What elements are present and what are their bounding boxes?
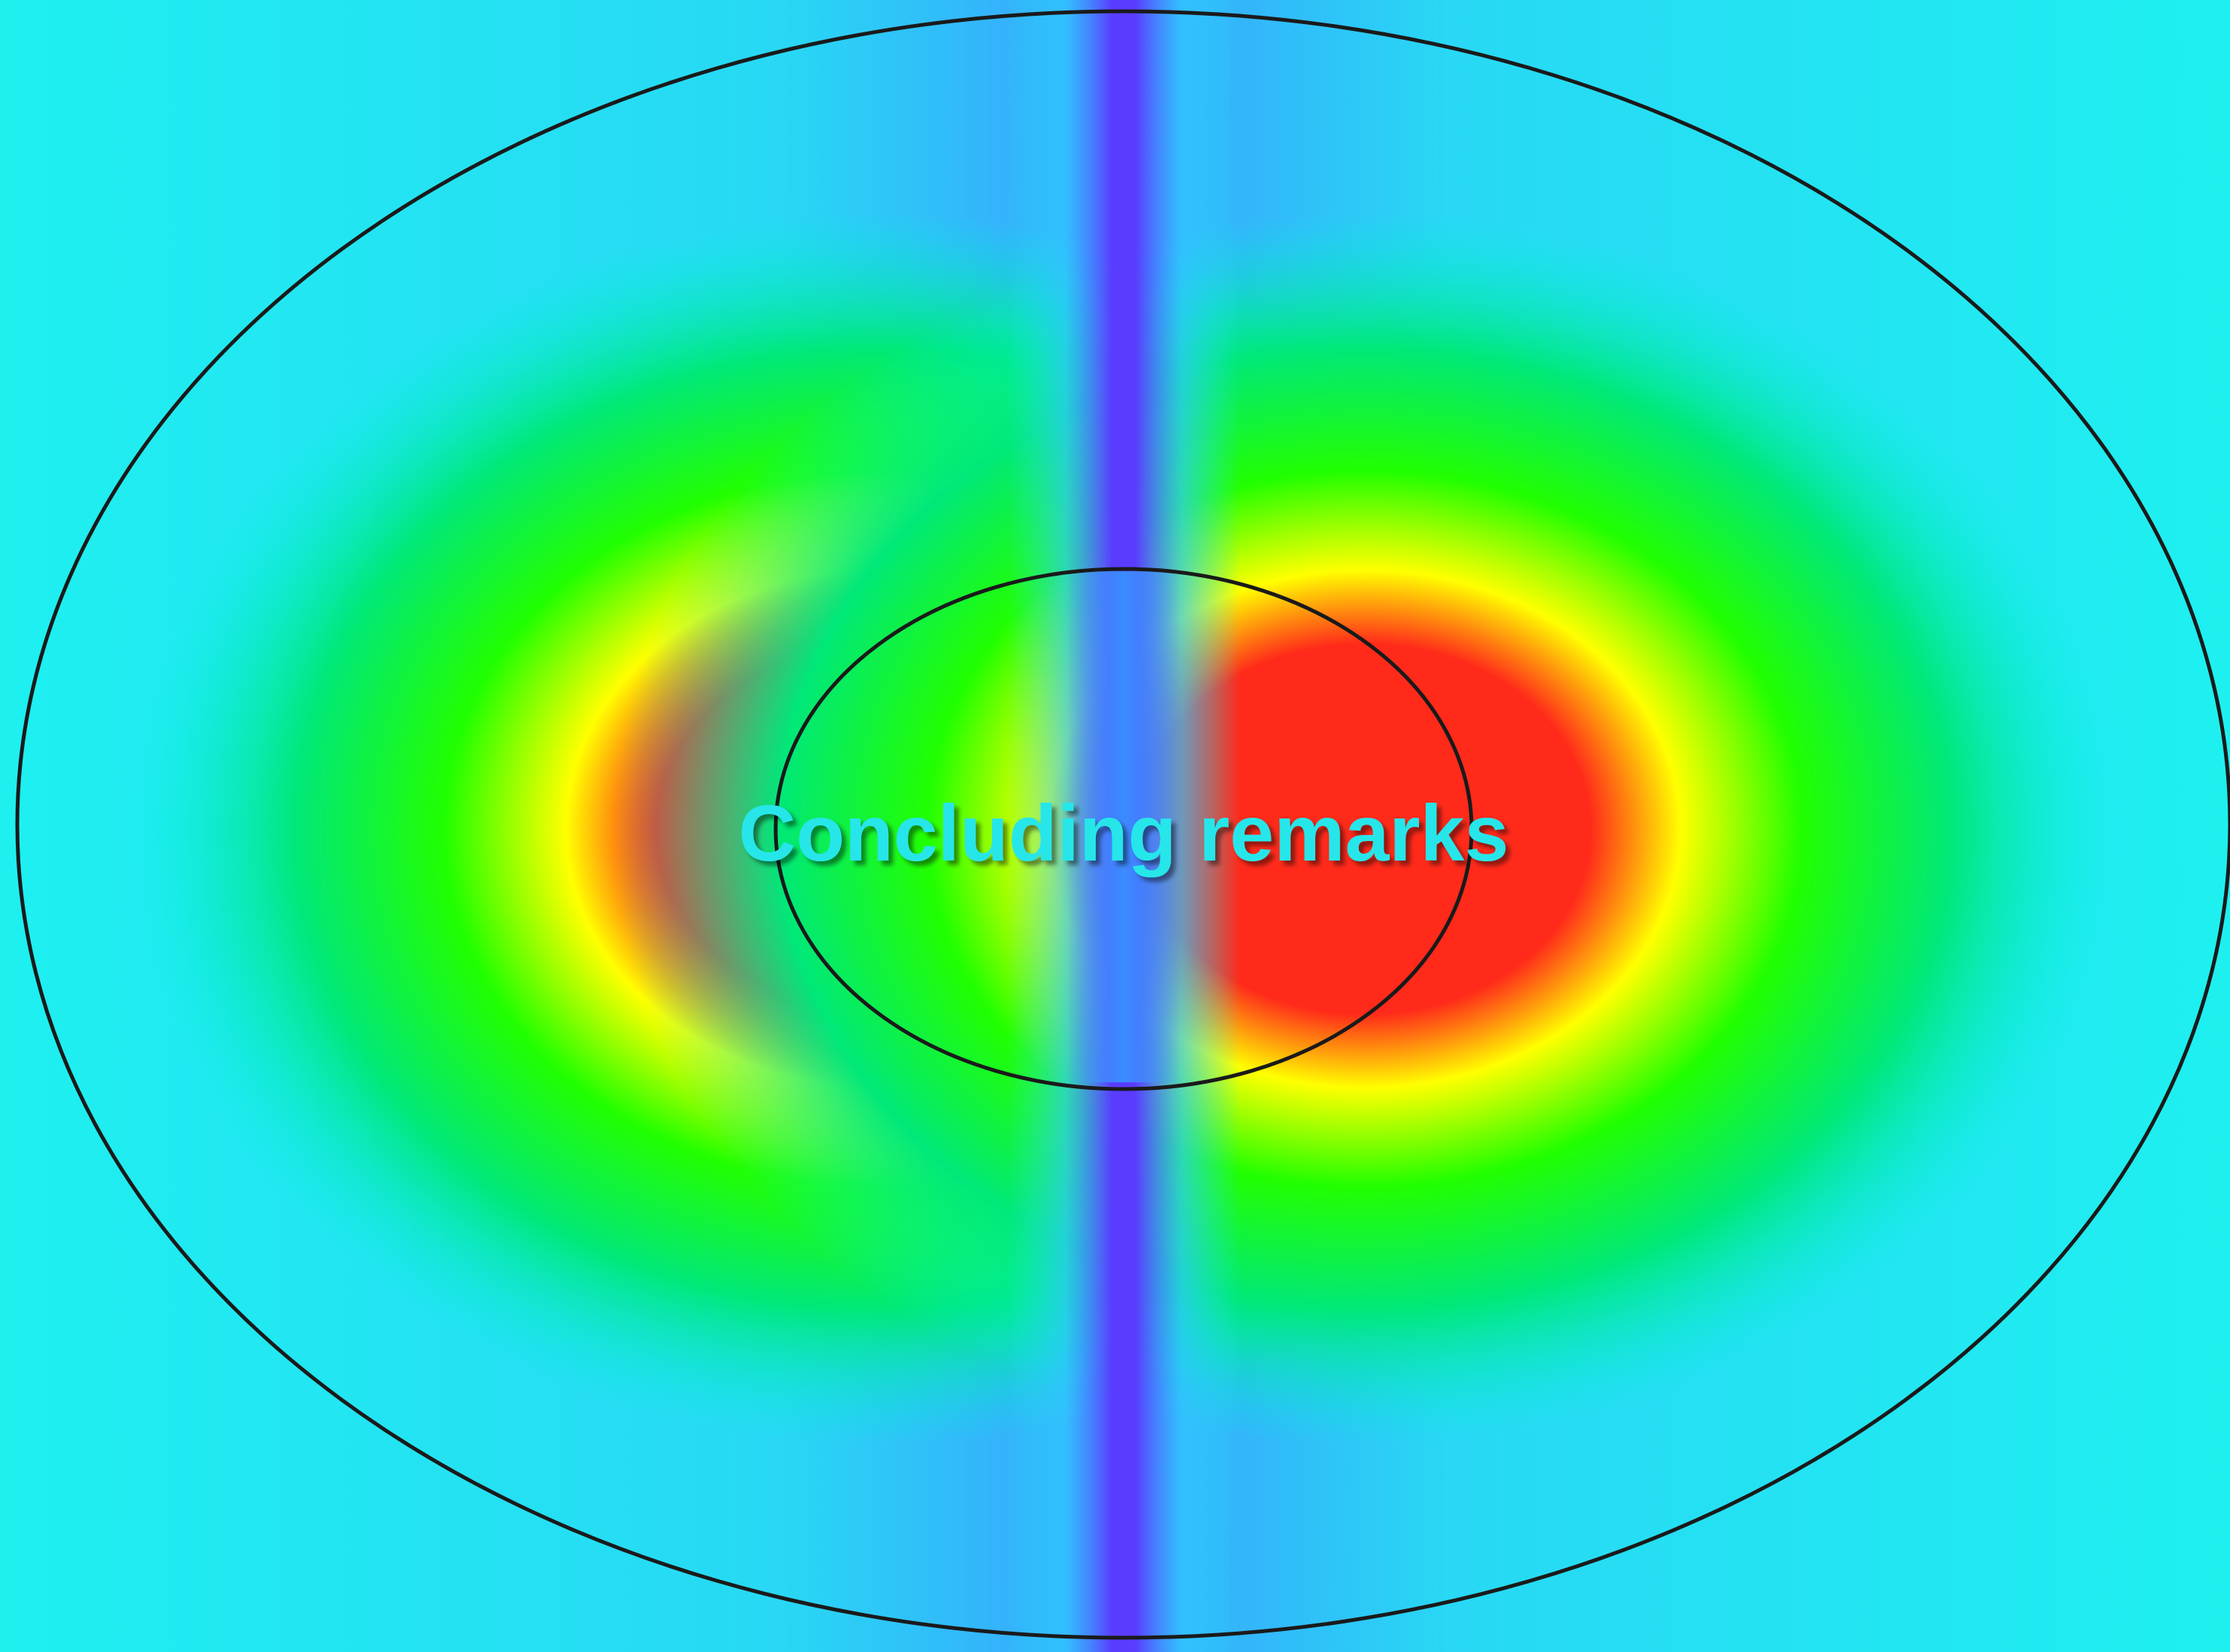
field-lobe: [613, 213, 2117, 1445]
inner-ellipse: [773, 567, 1474, 1091]
slide-title: Concluding remarks: [739, 789, 1509, 878]
field-band: [1067, 571, 1180, 1082]
outer-ellipse: [15, 9, 2230, 1640]
